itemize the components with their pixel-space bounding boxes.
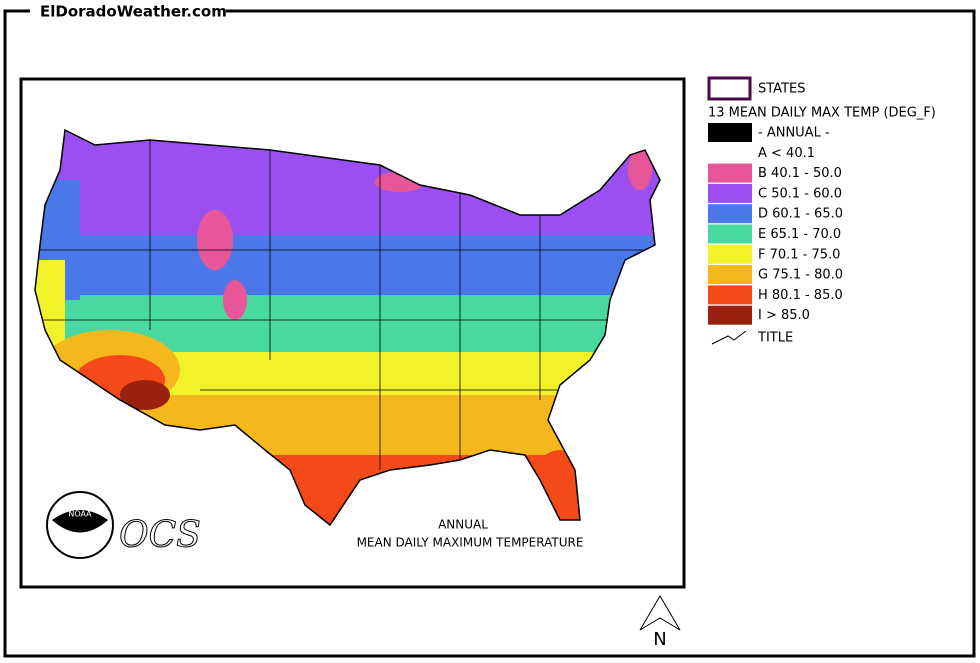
states-swatch (707, 76, 752, 101)
legend: - ANNUAL - A < 40.1 B 40.1 - 50.0 C 50.1 - … (708, 123, 843, 346)
legend-swatch (708, 305, 752, 325)
legend-label: I > 85.0 (758, 308, 810, 323)
site-title: ElDoradoWeather.com (40, 3, 227, 21)
legend-swatch (708, 265, 752, 285)
legend-swatch (708, 285, 752, 305)
map-caption: MEAN DAILY MAXIMUM TEMPERATURE (357, 536, 584, 550)
noaa-bird (52, 510, 108, 533)
outer-frame (3, 9, 976, 658)
temp-patch (223, 280, 247, 320)
legend-label: E 65.1 - 70.0 (758, 227, 841, 242)
legend-label: C 50.1 - 60.0 (758, 186, 842, 201)
title-bg (30, 2, 226, 22)
legend-title-label: TITLE (757, 331, 793, 346)
ocs-logo: OCS (119, 515, 201, 556)
legend-title: 13 MEAN DAILY MAX TEMP (DEG_F) (708, 106, 936, 121)
north-arrow (639, 595, 681, 631)
legend-swatch (708, 204, 752, 224)
state-lines (35, 140, 660, 470)
noaa-text: NOAA (68, 510, 92, 519)
title-icon (711, 330, 747, 345)
legend-label: H 80.1 - 85.0 (758, 288, 843, 303)
legend-swatch (708, 224, 752, 244)
temp-patch (197, 210, 233, 270)
legend-label: A < 40.1 (758, 146, 815, 161)
legend-swatch (708, 123, 752, 142)
legend-label: F 70.1 - 75.0 (758, 247, 840, 262)
us-outline (34, 128, 661, 527)
legend-swatch (708, 183, 752, 203)
legend-label: G 75.1 - 80.0 (758, 268, 843, 283)
map-caption: ANNUAL (438, 518, 488, 532)
legend-label: B 40.1 - 50.0 (758, 166, 842, 181)
temp-patch (628, 150, 652, 190)
temp-band (35, 235, 660, 295)
north-label: N (653, 629, 666, 650)
legend-states: STATES (758, 82, 805, 97)
legend-swatch (708, 163, 752, 183)
temp-patch (120, 380, 170, 410)
legend-label: D 60.1 - 65.0 (758, 207, 843, 222)
legend-swatch (708, 244, 752, 264)
legend-label: - ANNUAL - (758, 126, 830, 141)
